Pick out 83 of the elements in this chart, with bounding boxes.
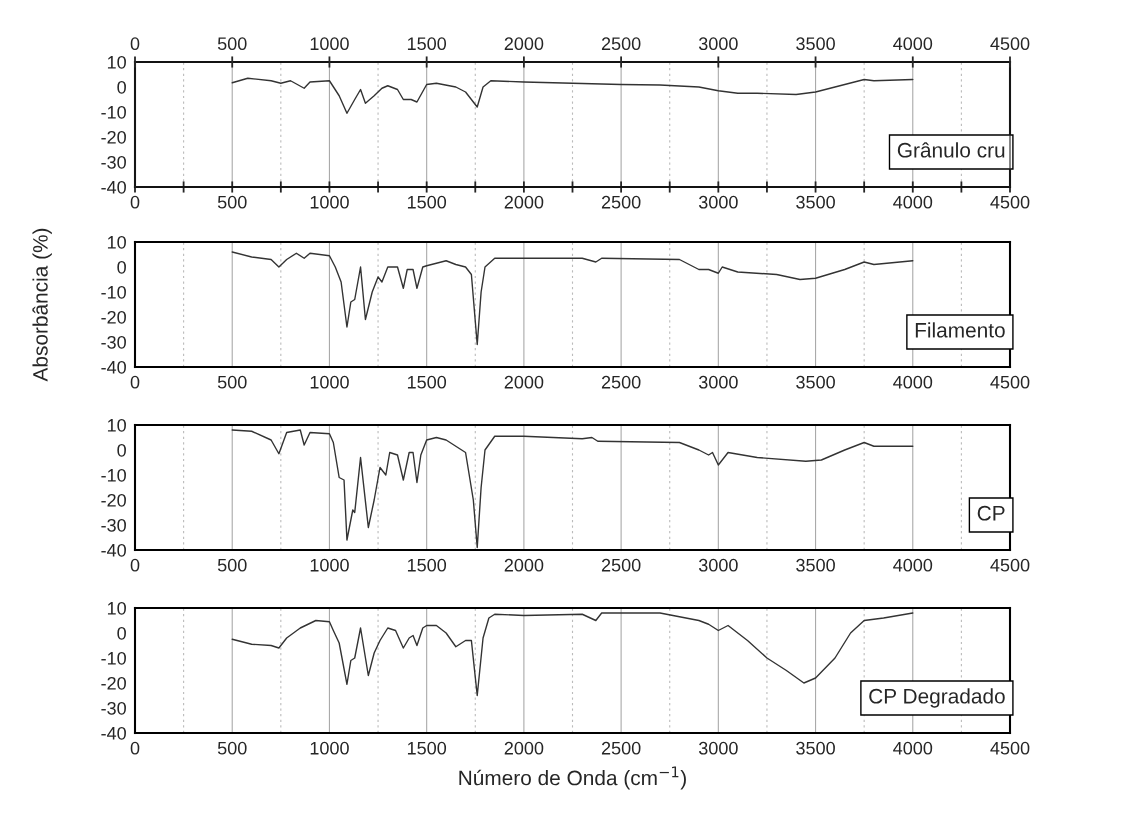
- y-tick-label: 10: [107, 601, 126, 615]
- x-tick-label: 1000: [310, 195, 349, 209]
- x-tick-label: 0: [130, 375, 140, 389]
- x-tick-label: 4000: [893, 558, 933, 572]
- x2-tick-label: 3500: [796, 37, 835, 51]
- x-tick-label: 3500: [796, 741, 835, 755]
- x-tick-label: 1000: [310, 741, 349, 755]
- y-axis-title: Absorbância (%): [32, 228, 52, 382]
- y-tick-label: 0: [117, 626, 126, 640]
- x-tick-label: 2000: [504, 741, 544, 755]
- x-tick-label: 4500: [990, 375, 1030, 389]
- x-tick-label: 1000: [310, 375, 349, 389]
- x2-tick-label: 4500: [990, 37, 1030, 51]
- x2-tick-label: 2000: [504, 37, 544, 51]
- x2-tick-label: 500: [217, 37, 247, 51]
- x-tick-label: 4000: [893, 195, 933, 209]
- y-tick-label: -40: [101, 360, 126, 374]
- x-tick-label: 4500: [990, 741, 1030, 755]
- x2-tick-label: 4000: [893, 37, 933, 51]
- x-tick-label: 3000: [698, 558, 738, 572]
- y-tick-label: -40: [101, 543, 126, 557]
- y-tick-label: -20: [101, 310, 126, 324]
- y-tick-label: -10: [101, 468, 126, 482]
- text: CP Degradado: [869, 688, 1005, 708]
- x2-tick-label: 1500: [407, 37, 447, 51]
- x-tick-label: 3500: [796, 375, 835, 389]
- x-tick-label: 3000: [698, 375, 738, 389]
- x-tick-label: 3000: [698, 741, 738, 755]
- x-tick-label: 0: [130, 195, 140, 209]
- x-tick-label: 500: [217, 375, 247, 389]
- x-tick-label: 2000: [504, 558, 544, 572]
- x-tick-label: 2000: [504, 375, 544, 389]
- x-tick-label: 4500: [990, 558, 1030, 572]
- y-tick-label: -20: [101, 676, 126, 690]
- line-series: [231, 429, 914, 549]
- x2-tick-label: 0: [130, 37, 140, 51]
- line-series: [231, 251, 914, 346]
- x-tick-label: 0: [130, 558, 140, 572]
- x2-tick-label: 1000: [310, 37, 349, 51]
- y-tick-label: 10: [107, 55, 126, 69]
- x-tick-label: 3500: [796, 558, 835, 572]
- y-tick-label: 10: [107, 418, 126, 432]
- y-tick-label: -20: [101, 493, 126, 507]
- y-tick-label: 0: [117, 443, 126, 457]
- x-tick-label: 1500: [407, 195, 447, 209]
- y-tick-label: -10: [101, 105, 126, 119]
- y-tick-label: 10: [107, 235, 126, 249]
- x-tick-label: 2500: [601, 558, 641, 572]
- line-series: [231, 77, 914, 114]
- text: CP: [977, 505, 1005, 521]
- y-tick-label: -10: [101, 285, 126, 299]
- x-tick-label: 3000: [698, 195, 738, 209]
- x-tick-label: 2500: [601, 195, 641, 209]
- y-tick-label: -30: [101, 335, 126, 349]
- x-tick-label: 500: [217, 741, 247, 755]
- x-tick-label: 0: [130, 741, 140, 755]
- y-tick-label: -40: [101, 726, 126, 740]
- y-tick-label: 0: [117, 80, 126, 94]
- x-tick-label: 1500: [407, 558, 447, 572]
- y-tick-label: -40: [101, 180, 126, 194]
- x-tick-label: 1000: [310, 558, 349, 572]
- x-tick-label: 4500: [990, 195, 1030, 209]
- x-tick-label: 500: [217, 558, 247, 572]
- x-tick-label: 3500: [796, 195, 835, 209]
- text: Grânulo cru: [897, 142, 1005, 158]
- y-tick-label: -10: [101, 651, 126, 665]
- x-axis-title: Número de Onda (cm$^{−1}$): [459, 766, 686, 790]
- y-tick-label: -20: [101, 130, 126, 144]
- x-tick-label: 2000: [504, 195, 544, 209]
- x-tick-label: 500: [217, 195, 247, 209]
- x-tick-label: 2500: [601, 375, 641, 389]
- y-tick-label: -30: [101, 155, 126, 169]
- x-tick-label: 4000: [893, 741, 933, 755]
- y-tick-label: 0: [117, 260, 126, 274]
- x2-tick-label: 2500: [601, 37, 641, 51]
- y-tick-label: -30: [101, 518, 126, 532]
- x-tick-label: 4000: [893, 375, 933, 389]
- x-tick-label: 1500: [407, 741, 447, 755]
- x-tick-label: 2500: [601, 741, 641, 755]
- x2-tick-label: 3000: [698, 37, 738, 51]
- x-tick-label: 1500: [407, 375, 447, 389]
- y-tick-label: -30: [101, 701, 126, 715]
- text: Filamento: [915, 322, 1005, 338]
